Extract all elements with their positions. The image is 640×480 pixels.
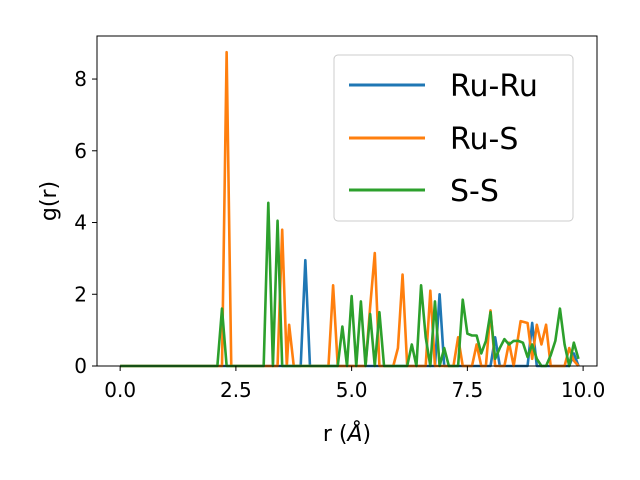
y-tick-label: 6 <box>74 139 87 163</box>
y-axis-label: g(r) <box>37 181 62 221</box>
y-tick-label: 0 <box>74 354 87 378</box>
y-tick-label: 2 <box>74 282 87 306</box>
series-line-s-s <box>120 201 580 368</box>
x-tick-label: 7.5 <box>451 378 483 402</box>
plot-frame <box>96 35 598 367</box>
x-tick-label: 2.5 <box>220 378 252 402</box>
x-axis-label: r (Å) <box>323 420 371 447</box>
legend-label-s-s: S-S <box>450 174 499 209</box>
legend: Ru-Ru Ru-S S-S <box>333 54 574 222</box>
legend-label-ru-s: Ru-S <box>450 122 518 157</box>
y-axis-ticks: 0 2 4 6 8 <box>74 67 97 378</box>
x-axis-ticks: 0.0 2.5 5.0 7.5 10.0 <box>104 366 605 402</box>
y-tick-label: 4 <box>74 211 87 235</box>
y-tick-label: 8 <box>74 67 87 91</box>
x-tick-label: 0.0 <box>104 378 136 402</box>
legend-box <box>333 54 574 222</box>
x-tick-label: 10.0 <box>561 378 606 402</box>
x-tick-label: 5.0 <box>336 378 368 402</box>
legend-label-ru-ru: Ru-Ru <box>450 69 538 104</box>
